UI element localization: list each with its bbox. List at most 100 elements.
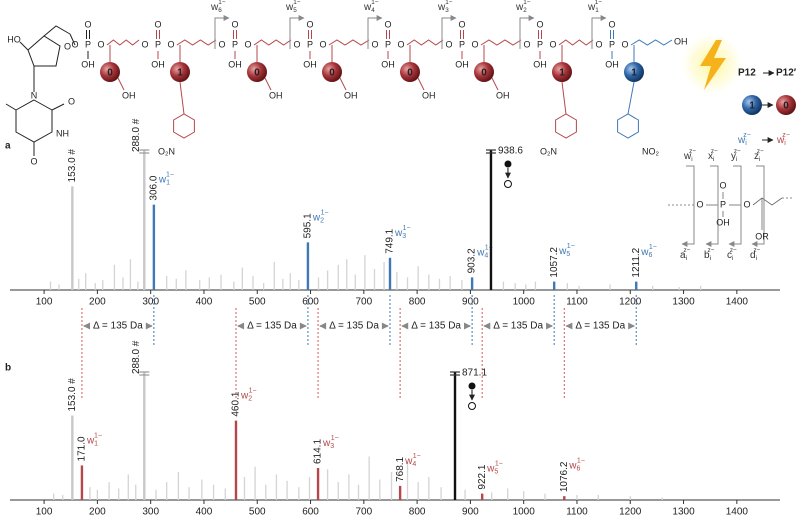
mass-difference-label: Δ = 135 Da (329, 321, 379, 332)
atom-label: NH (56, 128, 69, 138)
ion-label: w31− (394, 225, 411, 240)
ion-base: b (704, 250, 710, 261)
atom-label: OH (303, 59, 317, 69)
ion-index: 4 (371, 7, 375, 14)
atom-label: N (31, 90, 38, 100)
ion-base: w (683, 151, 692, 162)
ion-base: d (750, 250, 756, 261)
ion-base: w (158, 174, 167, 185)
ion-label: w61− (568, 457, 585, 472)
bond (5, 103, 17, 111)
atom-label: OH (269, 90, 283, 100)
ion-label: w41− (476, 244, 493, 259)
peak-label: 171.0 (77, 436, 88, 461)
ion-base: w (210, 2, 219, 13)
ion-charge: z− (683, 247, 690, 254)
ion-charge: 1− (445, 0, 453, 6)
cleavage-bracket (214, 15, 230, 49)
monomer-bead (776, 95, 796, 115)
atom-label: O (154, 19, 161, 29)
ion-label: w21− (515, 0, 531, 14)
ion-charge: 1− (649, 244, 657, 251)
x-tick-label: 1300 (672, 297, 695, 308)
benzene-ring (173, 113, 195, 139)
atom-label: O (621, 39, 628, 49)
ion-label: wiz− (683, 148, 696, 163)
panel-label: b (5, 363, 11, 374)
x-tick-label: 1000 (513, 297, 536, 308)
cleavage-bracket (367, 15, 383, 49)
atom-label: O (167, 39, 174, 49)
atom-label: OH (81, 59, 95, 69)
ion-charge: z− (730, 247, 737, 254)
ion-charge: 1− (413, 453, 421, 460)
atom-label: P (609, 39, 615, 49)
bead-label: 0 (481, 68, 487, 79)
bead-label: 0 (783, 101, 789, 112)
peak-label: 768.1 (395, 456, 406, 481)
precursor-label: 938.6 (498, 146, 523, 157)
cleavage-bracket (441, 15, 457, 49)
atom-label: O (595, 39, 602, 49)
x-tick-label: 1000 (513, 507, 536, 518)
atom-label: O (536, 19, 543, 29)
ion-charge: 1− (331, 435, 339, 442)
bond (117, 77, 125, 91)
ion-index: i (759, 156, 760, 163)
atom-label: O (306, 19, 313, 29)
ion-index: i (732, 255, 733, 262)
x-tick-label: 400 (196, 297, 213, 308)
atom-label: O₂N (158, 146, 175, 156)
ion-label: w61− (210, 0, 226, 14)
mass-difference-label: Δ = 135 Da (493, 321, 543, 332)
x-tick-label: 400 (196, 507, 213, 518)
ion-label: w11− (158, 171, 174, 186)
cleavage-bracket (591, 15, 607, 49)
ion-index: 2 (320, 217, 324, 224)
ion-base: w (640, 246, 649, 257)
lightning-icon (700, 40, 726, 90)
ion-label: diz− (750, 247, 761, 262)
atom-label: O (458, 19, 465, 29)
cleavage-bracket (728, 165, 742, 247)
ion-index: i (713, 156, 714, 163)
ion-label: yiz− (731, 148, 741, 163)
label-background (572, 320, 629, 332)
ion-base: w (737, 135, 746, 146)
ion-index: 4 (412, 461, 416, 468)
ion-charge: 1− (495, 460, 503, 467)
atom-label: O (293, 39, 300, 49)
x-tick-label: 1400 (726, 507, 749, 518)
atom-label: O (608, 19, 615, 29)
ion-base: w (404, 456, 413, 467)
backbone (406, 39, 444, 46)
ion-charge: z− (707, 247, 714, 254)
benzene-ring (617, 113, 639, 139)
panel-label: a (5, 141, 11, 152)
ion-base: w (476, 247, 485, 258)
benzene-ring (555, 113, 577, 139)
monomer-bead (400, 62, 420, 82)
label-background (490, 320, 547, 332)
ion-index: 1 (166, 179, 170, 186)
bond (752, 197, 783, 206)
bond (417, 77, 425, 91)
ion-base: w (322, 438, 331, 449)
cleavage-bracket (681, 165, 695, 247)
precursor-icon (503, 180, 512, 188)
ion-label: w41− (363, 0, 379, 14)
cleavage-bracket (289, 15, 305, 49)
atom-label: O (319, 39, 326, 49)
atom-label: OH (228, 59, 242, 69)
monomer-bead (552, 62, 572, 82)
atom-label: OH (381, 59, 395, 69)
ion-base: w (312, 212, 321, 223)
atom-label: O₂N (540, 146, 557, 156)
ion-index: i (691, 156, 692, 163)
ion-index: 3 (402, 233, 406, 240)
ion-index: i (710, 255, 711, 262)
ion-base: w (285, 2, 294, 13)
ion-label: w11− (587, 0, 602, 14)
backbone (176, 39, 217, 46)
